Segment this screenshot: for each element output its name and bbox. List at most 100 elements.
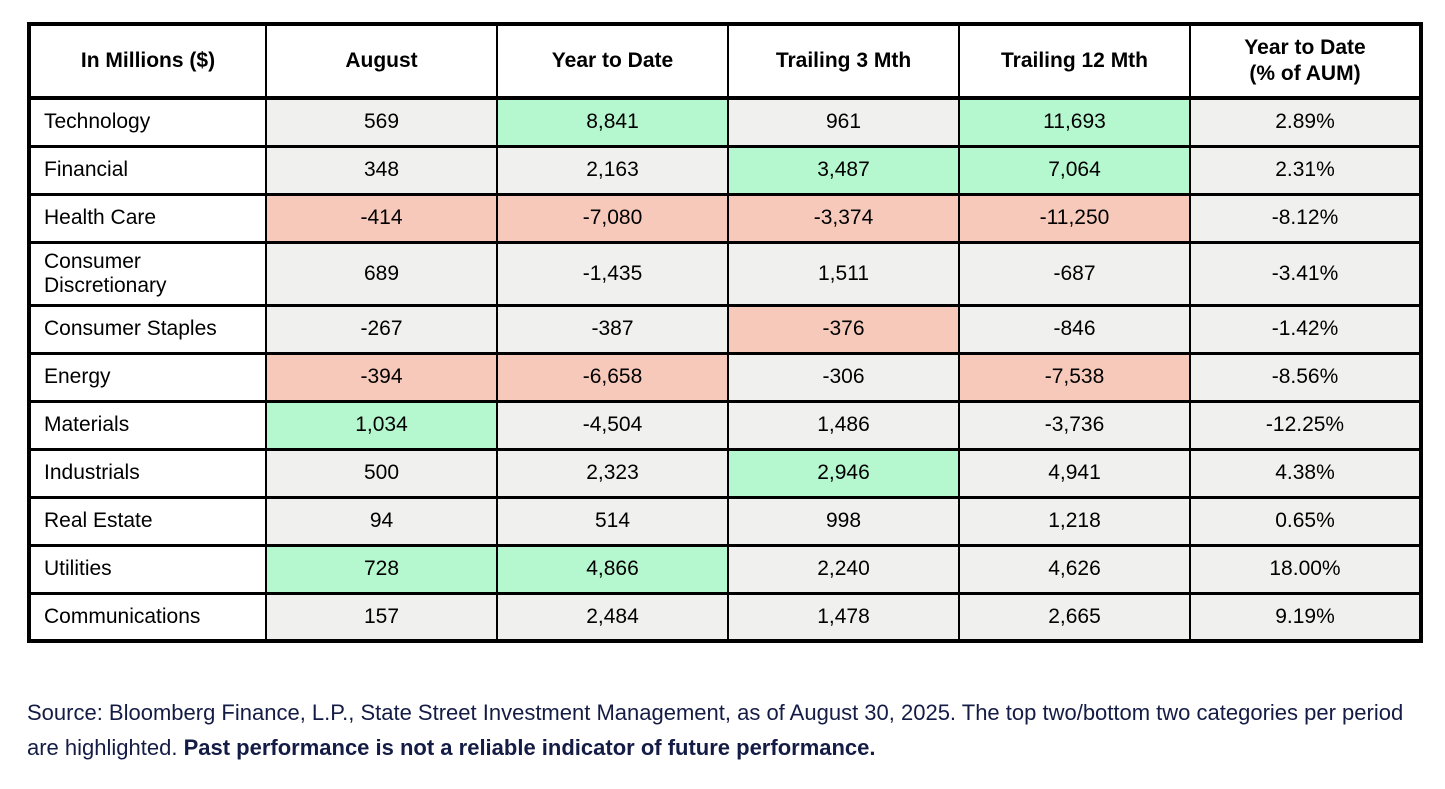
value-cell: 2.89% (1189, 96, 1422, 148)
row-label-text: Consumer Staples (44, 317, 217, 341)
value-cell: -1,435 (496, 240, 729, 307)
value-cell: 2,163 (496, 144, 729, 196)
row-label-text: Energy (44, 365, 111, 389)
value-cell: 569 (265, 96, 498, 148)
value-cell: 9.19% (1189, 591, 1422, 643)
row-label-text: Financial (44, 157, 129, 181)
table-row-technology: Technology 569 8,841 961 11,693 2.89% (28, 96, 1422, 148)
value-cell: -4,504 (496, 399, 729, 451)
value-cell: 2,665 (958, 591, 1191, 643)
row-label: Utilities (28, 543, 267, 595)
row-label: Materials (28, 399, 267, 451)
table-row-consumer-discretionary: Consumer Discretionary 689 -1,435 1,511 … (28, 240, 1422, 307)
table-row-industrials: Industrials 500 2,323 2,946 4,941 4.38% (28, 447, 1422, 499)
value-cell: 94 (265, 495, 498, 547)
value-cell: 7,064 (958, 144, 1191, 196)
value-cell: 18.00% (1189, 543, 1422, 595)
row-label: Real Estate (28, 495, 267, 547)
table-row-real-estate: Real Estate 94 514 998 1,218 0.65% (28, 495, 1422, 547)
row-label: Technology (28, 96, 267, 148)
source-note: Source: Bloomberg Finance, L.P., State S… (27, 696, 1427, 766)
header-ytd-pct-aum: Year to Date (% of AUM) (1189, 22, 1422, 100)
value-cell: 4,866 (496, 543, 729, 595)
sector-flows-table-container: In Millions ($) August Year to Date Trai… (27, 22, 1423, 644)
header-ytd-pct-aum-line2: (% of AUM) (1249, 62, 1361, 85)
value-cell: -7,538 (958, 351, 1191, 403)
value-cell: 514 (496, 495, 729, 547)
row-label: Communications (28, 591, 267, 643)
source-note-bold-text: Past performance is not a reliable indic… (183, 734, 876, 760)
value-cell: -267 (265, 303, 498, 355)
value-cell: 3,487 (727, 144, 960, 196)
value-cell: 4.38% (1189, 447, 1422, 499)
value-cell: 2,240 (727, 543, 960, 595)
table-row-materials: Materials 1,034 -4,504 1,486 -3,736 -12.… (28, 399, 1422, 451)
value-cell: -8.12% (1189, 192, 1422, 244)
row-label-text: Materials (44, 413, 130, 437)
value-cell: 4,626 (958, 543, 1191, 595)
value-cell: 1,511 (727, 240, 960, 307)
value-cell: 4,941 (958, 447, 1191, 499)
header-in-millions: In Millions ($) (28, 22, 267, 100)
table-row-financial: Financial 348 2,163 3,487 7,064 2.31% (28, 144, 1422, 196)
row-label: Financial (28, 144, 267, 196)
value-cell: 500 (265, 447, 498, 499)
row-label: Energy (28, 351, 267, 403)
header-august: August (265, 22, 498, 100)
value-cell: 2,946 (727, 447, 960, 499)
value-cell: -8.56% (1189, 351, 1422, 403)
row-label: Health Care (28, 192, 267, 244)
value-cell: -3,374 (727, 192, 960, 244)
table-row-utilities: Utilities 728 4,866 2,240 4,626 18.00% (28, 543, 1422, 595)
header-ytd-pct-aum-line1: Year to Date (1244, 35, 1366, 59)
sector-flows-table: In Millions ($) August Year to Date Trai… (27, 22, 1423, 644)
value-cell: 8,841 (496, 96, 729, 148)
value-cell: -306 (727, 351, 960, 403)
table-row-communications: Communications 157 2,484 1,478 2,665 9.1… (28, 591, 1422, 643)
header-row: In Millions ($) August Year to Date Trai… (28, 22, 1422, 100)
value-cell: 11,693 (958, 96, 1191, 148)
row-label: Consumer Discretionary (28, 240, 267, 307)
value-cell: 0.65% (1189, 495, 1422, 547)
value-cell: -3,736 (958, 399, 1191, 451)
value-cell: -7,080 (496, 192, 729, 244)
value-cell: 2.31% (1189, 144, 1422, 196)
row-label-text: Health Care (44, 205, 157, 229)
value-cell: -11,250 (958, 192, 1191, 244)
table-row-consumer-staples: Consumer Staples -267 -387 -376 -846 -1.… (28, 303, 1422, 355)
value-cell: 689 (265, 240, 498, 307)
value-cell: 157 (265, 591, 498, 643)
value-cell: 1,218 (958, 495, 1191, 547)
value-cell: -6,658 (496, 351, 729, 403)
value-cell: -846 (958, 303, 1191, 355)
row-label-text: Communications (44, 604, 201, 628)
value-cell: -687 (958, 240, 1191, 307)
source-note-text: Source: Bloomberg Finance, L.P., State S… (27, 700, 1404, 760)
row-label: Industrials (28, 447, 267, 499)
table-row-energy: Energy -394 -6,658 -306 -7,538 -8.56% (28, 351, 1422, 403)
row-label: Consumer Staples (28, 303, 267, 355)
value-cell: 1,034 (265, 399, 498, 451)
value-cell: -3.41% (1189, 240, 1422, 307)
header-year-to-date: Year to Date (496, 22, 729, 100)
table-row-health-care: Health Care -414 -7,080 -3,374 -11,250 -… (28, 192, 1422, 244)
value-cell: -394 (265, 351, 498, 403)
value-cell: -1.42% (1189, 303, 1422, 355)
value-cell: 961 (727, 96, 960, 148)
value-cell: 348 (265, 144, 498, 196)
value-cell: 1,478 (727, 591, 960, 643)
value-cell: -387 (496, 303, 729, 355)
header-trailing-12mth: Trailing 12 Mth (958, 22, 1191, 100)
row-label-text: Industrials (44, 461, 140, 485)
value-cell: 2,323 (496, 447, 729, 499)
value-cell: -12.25% (1189, 399, 1422, 451)
row-label-text: Consumer Discretionary (44, 249, 167, 297)
value-cell: 728 (265, 543, 498, 595)
row-label-text: Real Estate (44, 509, 153, 533)
row-label-text: Technology (44, 110, 151, 134)
value-cell: 998 (727, 495, 960, 547)
value-cell: -414 (265, 192, 498, 244)
value-cell: 2,484 (496, 591, 729, 643)
row-label-text: Utilities (44, 557, 112, 581)
value-cell: 1,486 (727, 399, 960, 451)
